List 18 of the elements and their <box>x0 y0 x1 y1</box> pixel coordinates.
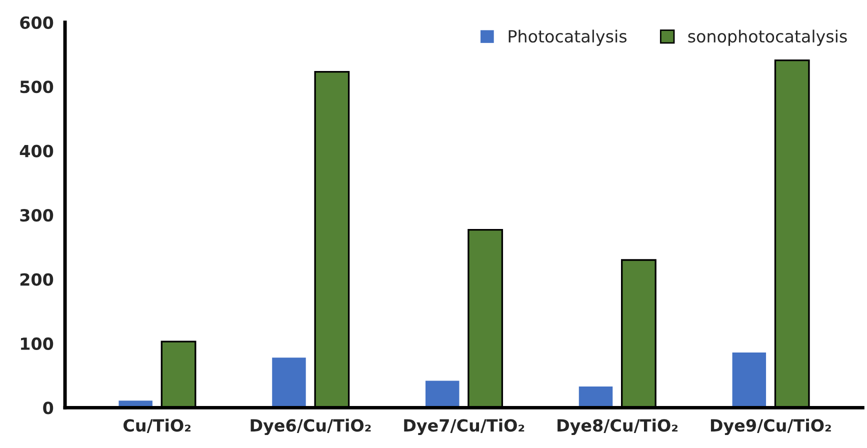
bar <box>732 352 766 408</box>
y-tick-label: 600 <box>20 16 54 29</box>
bar <box>425 380 460 408</box>
y-tick-label: 0 <box>43 402 54 414</box>
legend-label: Photocatalysis <box>508 30 627 46</box>
bar <box>272 358 306 408</box>
x-tick-label: Dye6/Cu/TiO₂ <box>250 418 371 436</box>
y-tick-label: 300 <box>20 209 54 222</box>
y-tick-label: 500 <box>20 80 54 94</box>
bar <box>578 386 613 408</box>
y-tick-label: 200 <box>20 273 54 286</box>
y-tick-label: 100 <box>21 337 54 350</box>
x-tick-label: Dye9/Cu/TiO₂ <box>710 418 831 436</box>
x-tick-label: Cu/TiO₂ <box>124 418 190 433</box>
y-tick-label: 400 <box>20 144 54 158</box>
legend-label: sonophotocatalysis <box>688 30 847 46</box>
x-tick-label: Dye7/Cu/TiO₂ <box>404 418 524 436</box>
x-tick-label: Dye8/Cu/TiO₂ <box>558 418 678 436</box>
